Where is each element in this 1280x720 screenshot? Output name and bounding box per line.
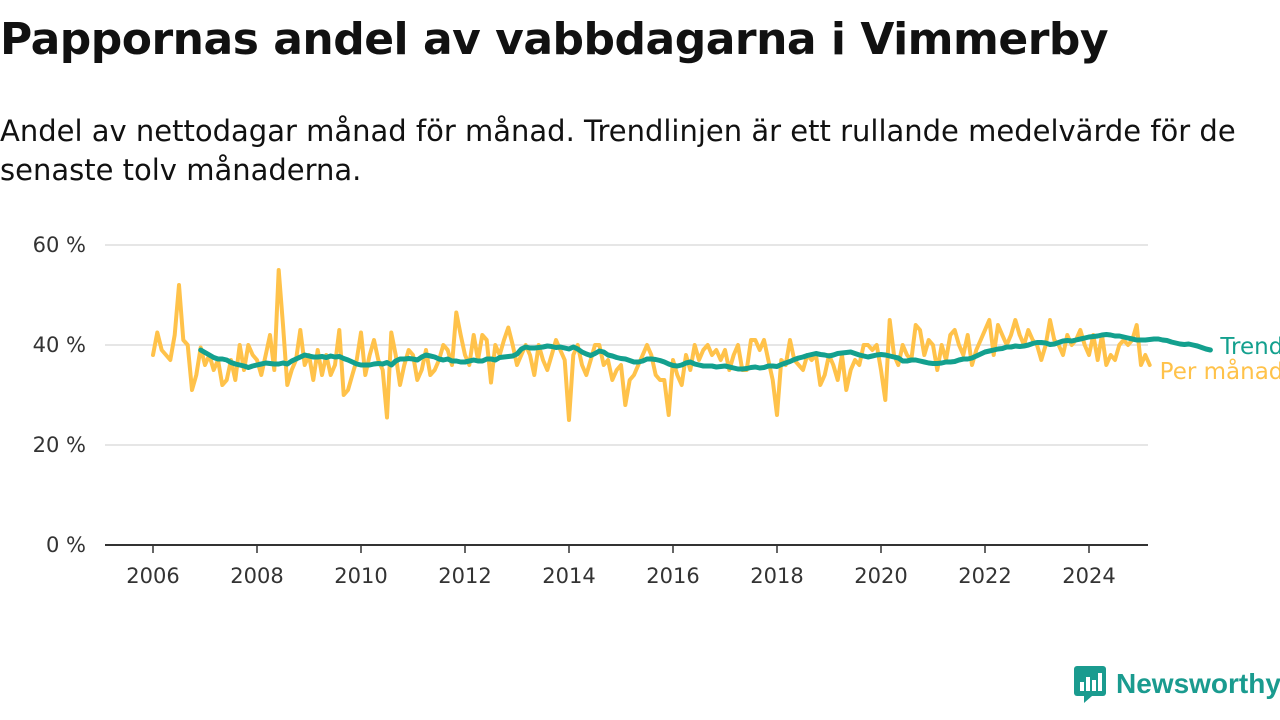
x-tick-label: 2012: [438, 564, 491, 588]
y-tick-label: 0 %: [46, 533, 86, 557]
x-tick-label: 2008: [230, 564, 283, 588]
logo-text: Newsworthy: [1116, 668, 1280, 699]
y-axis-ticks: 0 % 20 % 40 % 60 %: [33, 233, 86, 557]
series-label-0: Per månad: [1160, 357, 1280, 385]
chart-title: Pappornas andel av vabbdagarna i Vimmerb…: [0, 14, 1109, 65]
x-tick-label: 2020: [854, 564, 907, 588]
x-tick-label: 2018: [750, 564, 803, 588]
chart-subtitle: Andel av nettodagar månad för månad. Tre…: [0, 114, 1236, 187]
x-tick-label: 2016: [646, 564, 699, 588]
y-tick-label: 60 %: [33, 233, 86, 257]
x-tick-label: 2022: [958, 564, 1011, 588]
series-lines: [151, 268, 1213, 422]
x-tick-label: 2010: [334, 564, 387, 588]
x-tick-label: 2006: [126, 564, 179, 588]
x-tick-label: 2024: [1062, 564, 1115, 588]
x-axis: 2006 2008 2010 2012 2014 2016 2018 2020 2022 2024: [105, 544, 1148, 588]
gridlines: [105, 244, 1148, 446]
series-label-1: Trend: [1219, 334, 1280, 360]
x-tick-label: 2014: [542, 564, 595, 588]
y-tick-label: 20 %: [33, 433, 86, 457]
series-line-1: [198, 332, 1213, 372]
newsworthy-logo: Newsworthy: [1072, 664, 1280, 704]
newsworthy-chart-icon: [1074, 666, 1106, 703]
y-tick-label: 40 %: [33, 333, 86, 357]
